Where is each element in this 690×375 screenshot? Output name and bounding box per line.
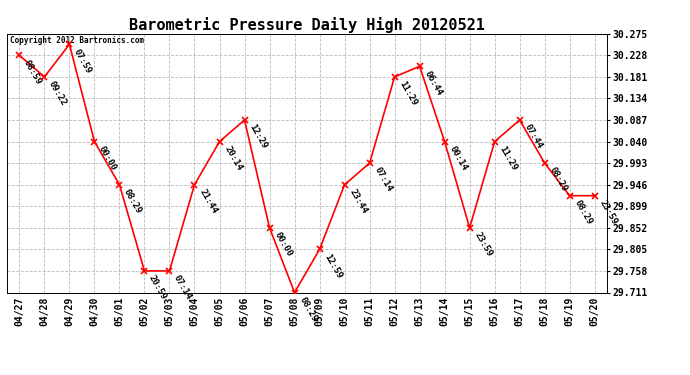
Text: 23:59: 23:59	[598, 198, 619, 226]
Text: 09:22: 09:22	[47, 80, 68, 107]
Text: 23:59: 23:59	[473, 231, 493, 258]
Text: Copyright 2012 Bartronics.com: Copyright 2012 Bartronics.com	[10, 36, 144, 45]
Text: 07:59: 07:59	[72, 47, 93, 75]
Text: 12:59: 12:59	[322, 252, 344, 280]
Text: 07:44: 07:44	[522, 123, 544, 150]
Text: 20:59: 20:59	[147, 274, 168, 302]
Text: 08:29: 08:29	[573, 198, 593, 226]
Text: 00:14: 00:14	[447, 144, 469, 172]
Text: 11:29: 11:29	[397, 80, 419, 107]
Text: 12:29: 12:29	[247, 123, 268, 150]
Text: 08:59: 08:59	[22, 58, 43, 86]
Title: Barometric Pressure Daily High 20120521: Barometric Pressure Daily High 20120521	[129, 16, 485, 33]
Text: 20:14: 20:14	[222, 144, 244, 172]
Text: 00:00: 00:00	[97, 144, 119, 172]
Text: 08:29: 08:29	[297, 295, 319, 323]
Text: 08:29: 08:29	[122, 188, 144, 215]
Text: 21:44: 21:44	[197, 188, 219, 215]
Text: 11:29: 11:29	[497, 144, 519, 172]
Text: 07:14: 07:14	[373, 166, 393, 194]
Text: 08:29: 08:29	[547, 166, 569, 194]
Text: 23:44: 23:44	[347, 188, 368, 215]
Text: 07:14: 07:14	[172, 274, 193, 302]
Text: 00:00: 00:00	[273, 231, 293, 258]
Text: 06:44: 06:44	[422, 69, 444, 97]
